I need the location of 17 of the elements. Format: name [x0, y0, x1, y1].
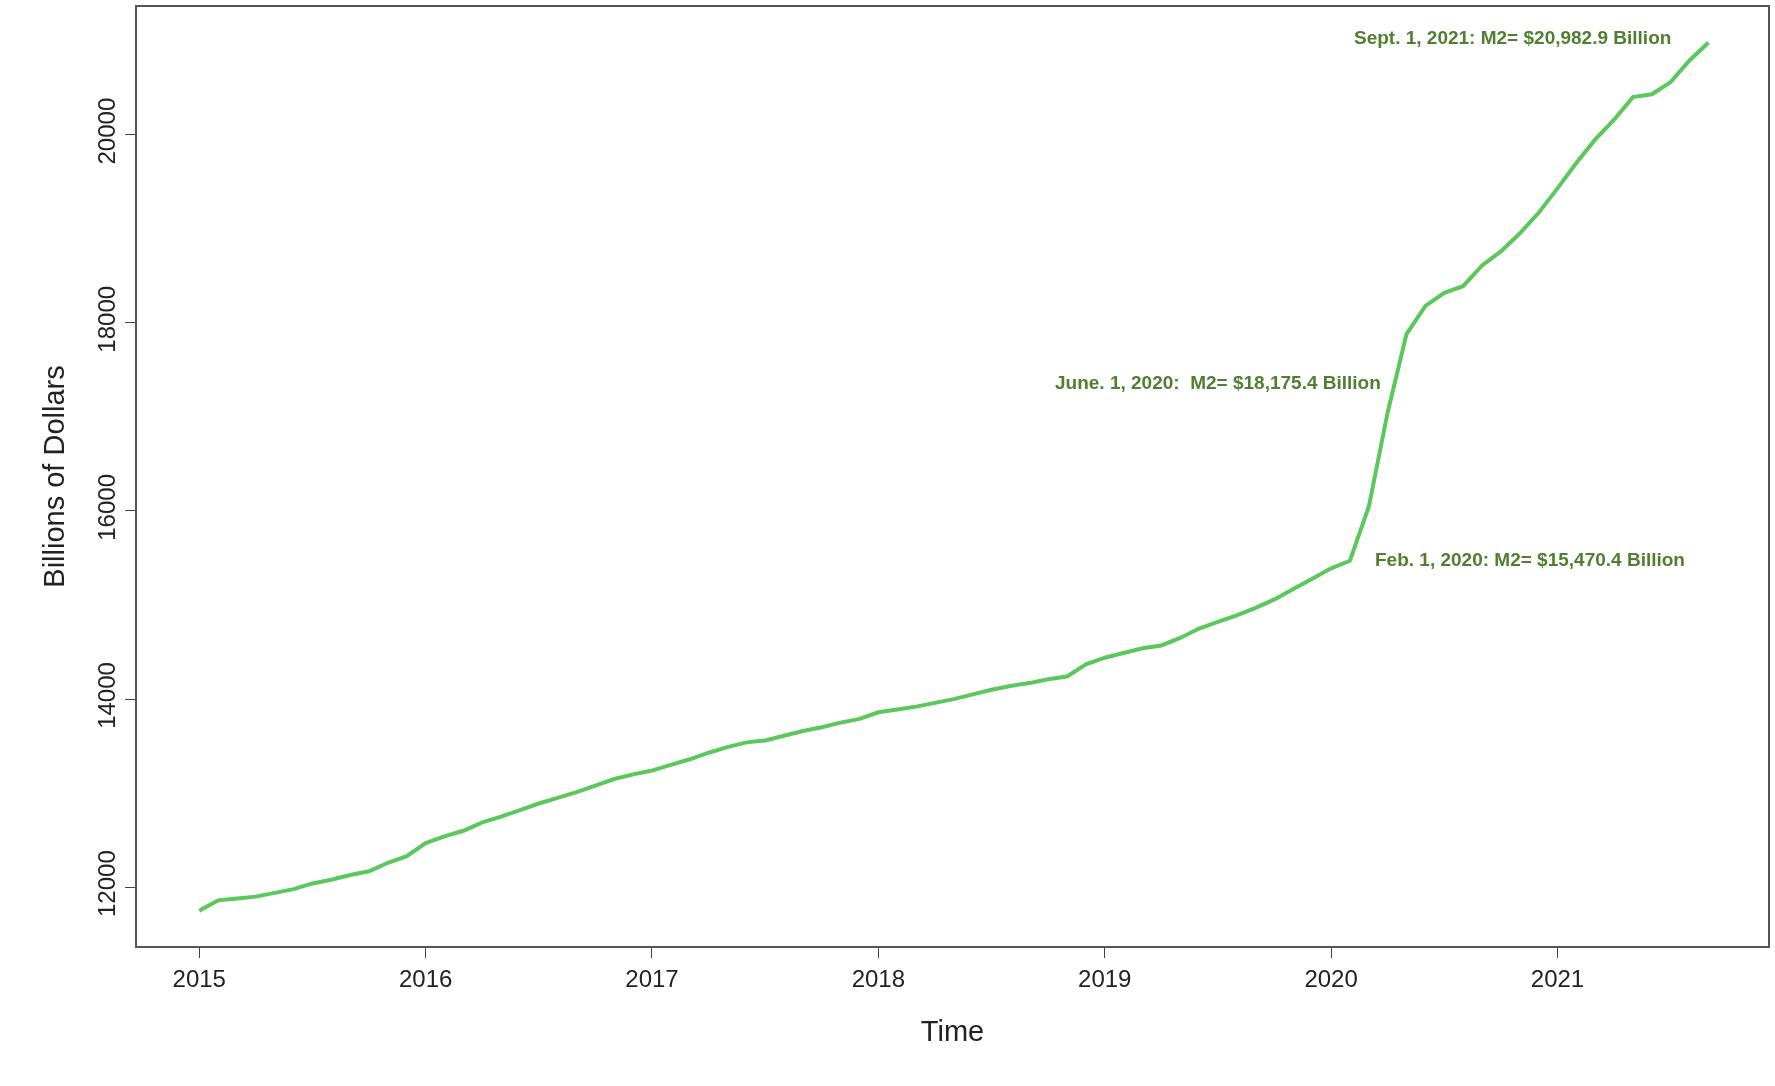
annotation: Feb. 1, 2020: M2= $15,470.4 Billion — [1375, 549, 1685, 570]
y-tick-label: 14000 — [93, 662, 121, 729]
y-axis-title: Billions of Dollars — [38, 365, 71, 588]
x-tick-label: 2018 — [851, 964, 906, 992]
annotation: Sept. 1, 2021: M2= $20,982.9 Billion — [1354, 27, 1672, 48]
x-tick-label: 2015 — [172, 964, 226, 992]
y-tick-label: 20000 — [93, 97, 121, 165]
x-tick-label: 2016 — [398, 964, 453, 992]
annotation: June. 1, 2020: M2= $18,175.4 Billion — [1055, 372, 1381, 393]
x-tick-label: 2021 — [1530, 964, 1585, 992]
x-tick-label: 2020 — [1304, 964, 1358, 992]
y-tick-label: 12000 — [93, 850, 121, 917]
y-tick-label: 18000 — [93, 285, 121, 353]
y-tick-label: 16000 — [93, 473, 121, 541]
x-axis-title: Time — [920, 1015, 985, 1048]
x-tick-label: 2019 — [1078, 964, 1132, 992]
x-tick-label: 2017 — [625, 964, 679, 992]
